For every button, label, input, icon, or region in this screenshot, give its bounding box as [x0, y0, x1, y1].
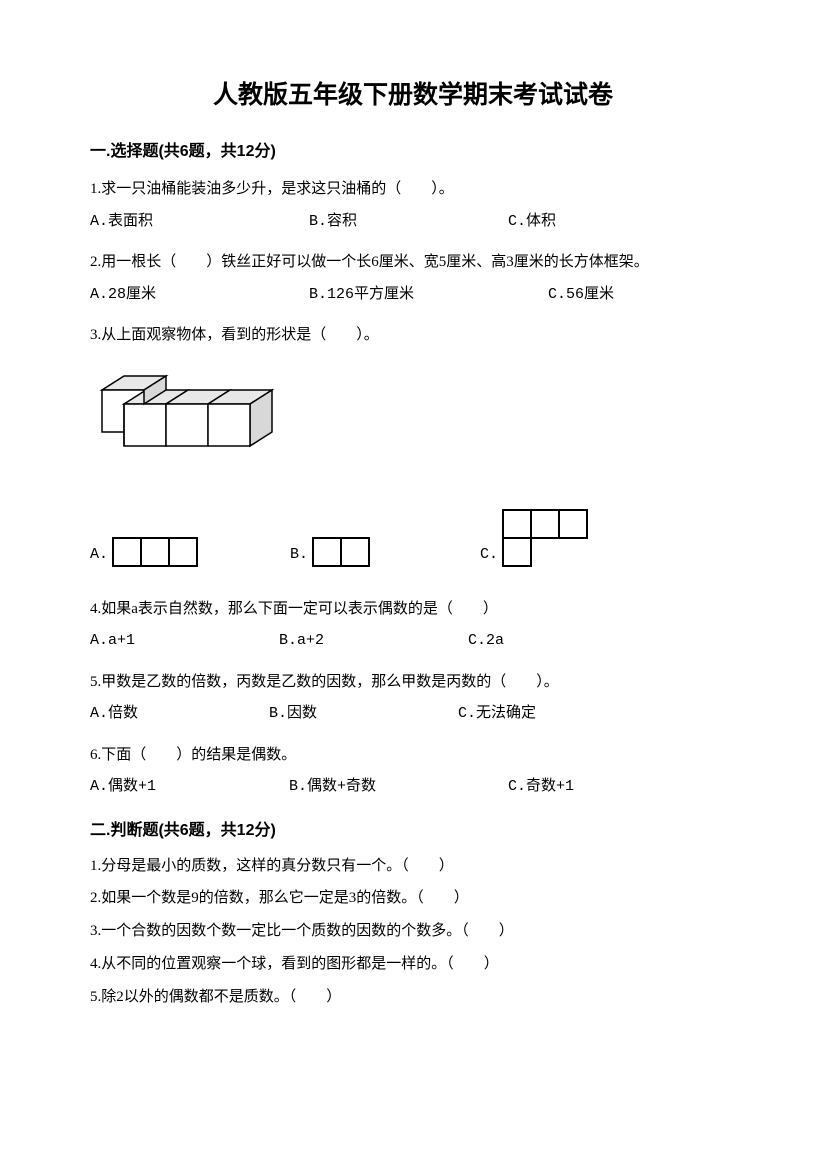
q4-options: A.a+1 B.a+2 C.2a — [90, 627, 736, 656]
q3-optB-label: B. — [290, 546, 308, 569]
q3-optB-shape-icon — [312, 537, 374, 569]
tf-item-1: 1.分母是最小的质数，这样的真分数只有一个。（ ） — [90, 854, 736, 879]
q2-text: 2.用一根长（ ）铁丝正好可以做一个长6厘米、宽5厘米、高3厘米的长方体框架。 — [90, 248, 736, 277]
q3-text: 3.从上面观察物体，看到的形状是（ ）。 — [90, 321, 736, 350]
q5-text: 5.甲数是乙数的倍数，丙数是乙数的因数，那么甲数是丙数的（ ）。 — [90, 668, 736, 697]
q3-options-row: A. B. C. — [90, 509, 736, 569]
q1-text: 1.求一只油桶能装油多少升，是求这只油桶的（ ）。 — [90, 175, 736, 204]
q6-options: A.偶数+1 B.偶数+奇数 C.奇数+1 — [90, 773, 736, 802]
q5-options: A.倍数 B.因数 C.无法确定 — [90, 700, 736, 729]
q4-optA: A.a+1 — [90, 627, 270, 656]
q3-optA-label: A. — [90, 546, 108, 569]
q6-optC: C.奇数+1 — [508, 773, 574, 802]
tf-item-5: 5.除2以外的偶数都不是质数。（ ） — [90, 985, 736, 1010]
page-title: 人教版五年级下册数学期末考试试卷 — [90, 75, 736, 111]
q5-optB: B.因数 — [269, 700, 449, 729]
cube-3d-icon — [90, 362, 290, 470]
q3-figure-3d — [90, 362, 736, 475]
q4-text: 4.如果a表示自然数，那么下面一定可以表示偶数的是（ ） — [90, 595, 736, 624]
q3-optC-label: C. — [480, 546, 498, 569]
q1-optB: B.容积 — [309, 208, 499, 237]
q1-optC: C.体积 — [508, 208, 556, 237]
q2-optA: A.28厘米 — [90, 281, 300, 310]
q3-optC-shape-icon — [502, 509, 592, 569]
q2-optC: C.56厘米 — [548, 281, 614, 310]
q5-optC: C.无法确定 — [458, 700, 536, 729]
tf-item-3: 3.一个合数的因数个数一定比一个质数的因数的个数多。（ ） — [90, 919, 736, 944]
q6-optB: B.偶数+奇数 — [289, 773, 499, 802]
tf-item-2: 2.如果一个数是9的倍数，那么它一定是3的倍数。（ ） — [90, 886, 736, 911]
section1-heading: 一.选择题(共6题，共12分) — [90, 137, 736, 161]
q2-optB: B.126平方厘米 — [309, 281, 539, 310]
q1-options: A.表面积 B.容积 C.体积 — [90, 208, 736, 237]
q5-optA: A.倍数 — [90, 700, 260, 729]
q4-optB: B.a+2 — [279, 627, 459, 656]
q2-options: A.28厘米 B.126平方厘米 C.56厘米 — [90, 281, 736, 310]
q6-text: 6.下面（ ）的结果是偶数。 — [90, 741, 736, 770]
section2-heading: 二.判断题(共6题，共12分) — [90, 816, 736, 840]
tf-item-4: 4.从不同的位置观察一个球，看到的图形都是一样的。（ ） — [90, 952, 736, 977]
q4-optC: C.2a — [468, 627, 504, 656]
q1-optA: A.表面积 — [90, 208, 300, 237]
q3-optA-shape-icon — [112, 537, 202, 569]
q6-optA: A.偶数+1 — [90, 773, 280, 802]
